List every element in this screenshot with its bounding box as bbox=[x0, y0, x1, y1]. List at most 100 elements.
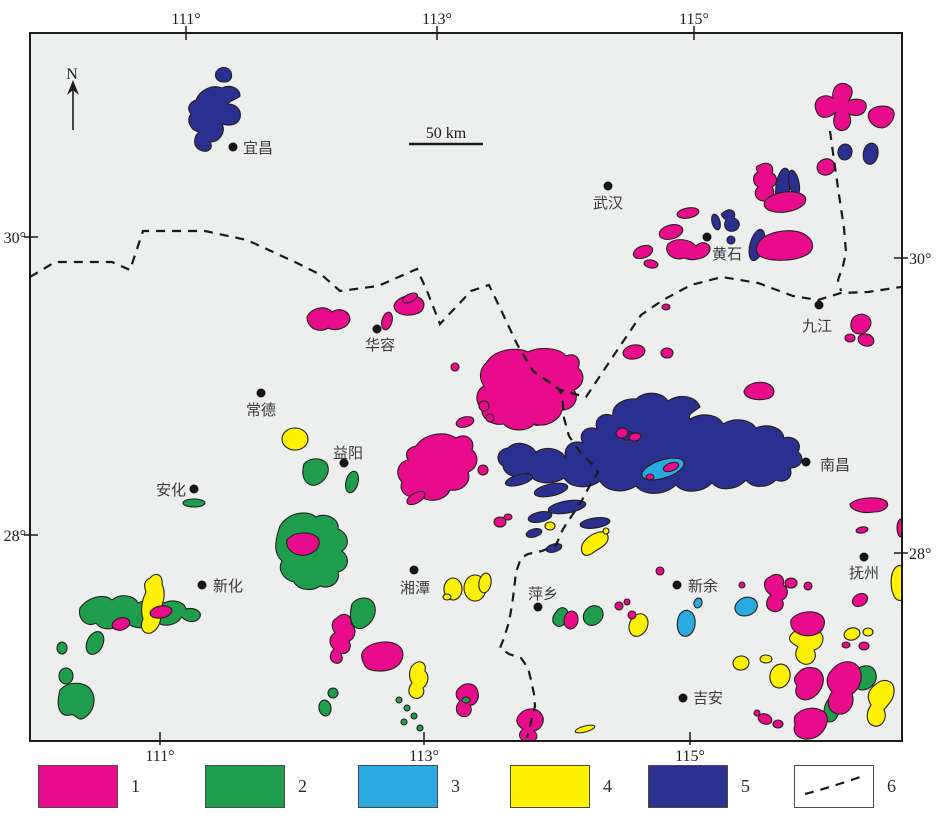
boundary-dashed-line bbox=[31, 229, 901, 399]
legend: 1 2 3 4 5 6 bbox=[0, 756, 936, 820]
city-label: 抚州 bbox=[849, 565, 879, 582]
rock-region bbox=[676, 207, 700, 219]
rock-region bbox=[306, 307, 351, 331]
rock-region bbox=[533, 482, 569, 498]
rock-region bbox=[755, 230, 814, 261]
city-marker bbox=[859, 552, 869, 562]
rock-region bbox=[476, 347, 584, 431]
legend-item-5: 5 bbox=[648, 765, 750, 808]
rock-region bbox=[645, 473, 655, 481]
city-label: 吉安 bbox=[693, 690, 723, 707]
city-label: 九江 bbox=[802, 318, 832, 335]
city-marker bbox=[678, 693, 688, 703]
axis-label-bottom: 115° bbox=[675, 748, 705, 765]
rock-region bbox=[286, 532, 320, 556]
rock-region bbox=[547, 499, 587, 515]
city-label: 萍乡 bbox=[528, 586, 558, 603]
rock-region bbox=[361, 641, 404, 672]
axis-label-top: 111° bbox=[171, 11, 200, 28]
city-label: 宜昌 bbox=[243, 140, 273, 157]
axis-label-right: 28° bbox=[909, 546, 931, 563]
rock-region bbox=[757, 713, 773, 725]
axis-label-left: 30° bbox=[4, 230, 26, 247]
rock-region bbox=[344, 470, 360, 494]
city-label: 新余 bbox=[688, 577, 718, 595]
axis-label-left: 28° bbox=[4, 528, 26, 545]
rock-region bbox=[784, 577, 798, 589]
rock-region bbox=[477, 464, 489, 476]
rock-region bbox=[855, 526, 869, 534]
rock-region bbox=[661, 303, 671, 311]
legend-label: 4 bbox=[603, 776, 612, 796]
rock-region bbox=[759, 654, 773, 664]
rock-region bbox=[349, 597, 376, 630]
rock-region bbox=[381, 311, 393, 331]
rock-region bbox=[527, 510, 553, 524]
rock-region bbox=[726, 235, 736, 245]
rock-region bbox=[497, 392, 803, 494]
rock-region bbox=[655, 566, 665, 576]
rock-region bbox=[841, 641, 851, 649]
rock-region bbox=[615, 427, 629, 439]
rock-region bbox=[676, 609, 696, 637]
rock-region bbox=[318, 699, 332, 717]
rock-region bbox=[544, 521, 556, 531]
rock-region bbox=[111, 617, 131, 631]
north-arrow: N bbox=[66, 66, 79, 130]
rock-region bbox=[623, 598, 631, 606]
rock-region bbox=[793, 666, 824, 701]
rock-region bbox=[803, 581, 813, 591]
rock-region bbox=[450, 362, 460, 372]
city-marker bbox=[339, 458, 349, 468]
city-label: 黄石 bbox=[712, 246, 742, 263]
rock-region bbox=[410, 712, 418, 720]
city-marker bbox=[672, 580, 682, 590]
scale-bar: 50 km bbox=[409, 125, 483, 146]
rock-region bbox=[752, 162, 778, 202]
rock-region bbox=[753, 709, 761, 717]
rock-region bbox=[525, 528, 543, 538]
rock-region bbox=[849, 497, 889, 514]
rock-region bbox=[814, 82, 867, 132]
rock-region bbox=[302, 458, 329, 486]
rock-region bbox=[622, 344, 646, 360]
boundary-dashed-line bbox=[498, 377, 600, 739]
axis-label-top: 113° bbox=[422, 11, 452, 28]
rock-region bbox=[478, 400, 490, 412]
city-label: 常德 bbox=[246, 401, 276, 419]
rock-region bbox=[790, 611, 825, 637]
axis-label-bottom: 113° bbox=[409, 748, 439, 765]
rock-region bbox=[58, 667, 74, 685]
axis-label-right: 30° bbox=[909, 251, 931, 268]
rock-region bbox=[843, 627, 861, 641]
rock-region bbox=[455, 416, 475, 428]
rock-region bbox=[563, 610, 579, 630]
rock-region bbox=[493, 516, 507, 528]
rock-region bbox=[574, 724, 596, 734]
map-frame bbox=[29, 32, 903, 742]
legend-swatch-magenta bbox=[38, 765, 118, 808]
city-label: 湘潭 bbox=[400, 580, 430, 597]
rock-region bbox=[862, 627, 874, 637]
rock-region bbox=[693, 597, 703, 609]
rock-region bbox=[850, 313, 872, 335]
rock-region bbox=[826, 661, 862, 715]
legend-label: 3 bbox=[451, 776, 460, 796]
legend-item-1: 1 bbox=[38, 765, 140, 808]
legend-swatch-boundary bbox=[794, 765, 874, 808]
rock-region bbox=[188, 85, 241, 152]
legend-label: 5 bbox=[741, 776, 750, 796]
legend-label: 1 bbox=[131, 776, 140, 796]
rock-region bbox=[403, 704, 411, 712]
rock-region bbox=[85, 631, 105, 655]
legend-item-4: 4 bbox=[510, 765, 612, 808]
rock-region bbox=[214, 66, 233, 83]
rock-region bbox=[628, 613, 649, 637]
rock-region bbox=[478, 572, 492, 594]
rock-region bbox=[858, 641, 870, 651]
legend-label: 6 bbox=[887, 776, 896, 796]
rock-region bbox=[461, 696, 471, 704]
legend-item-6: 6 bbox=[794, 765, 896, 808]
rock-region bbox=[628, 432, 642, 442]
